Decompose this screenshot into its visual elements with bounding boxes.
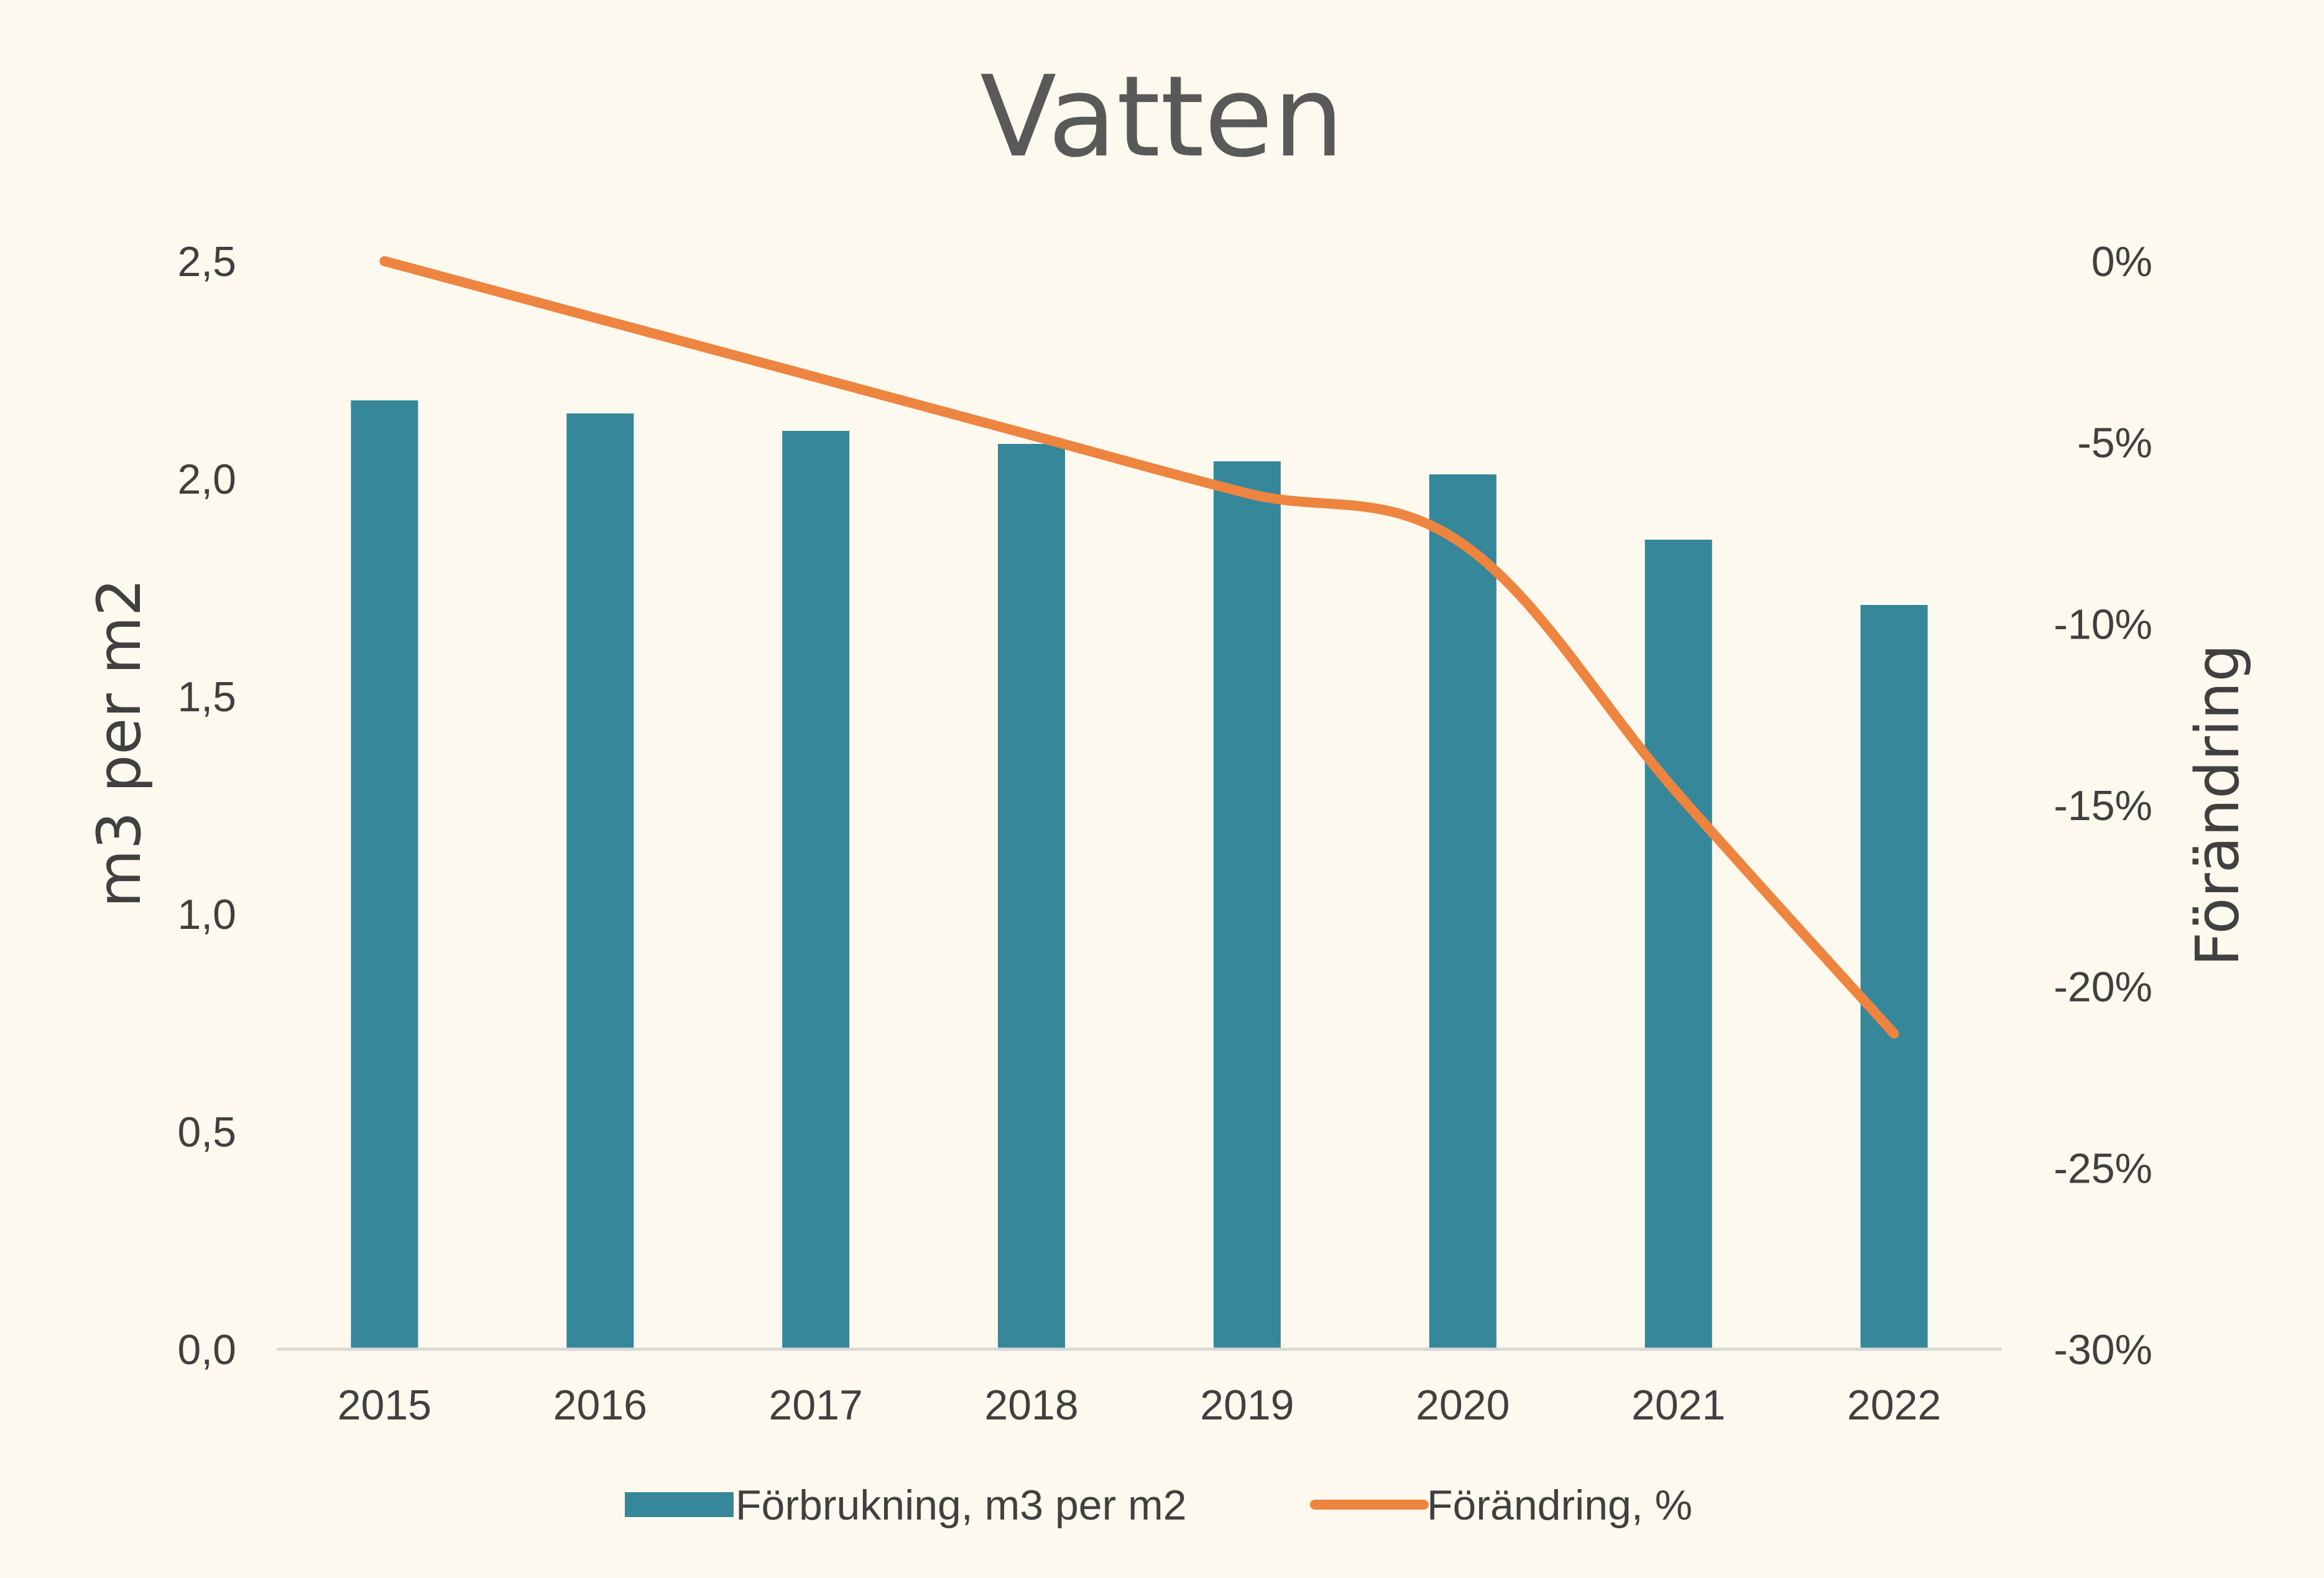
x-tick-label: 2022 bbox=[1847, 1382, 1941, 1429]
y2-tick-label: -25% bbox=[2054, 1145, 2152, 1192]
y-axis-title: m3 per m2 bbox=[85, 578, 154, 908]
bar-2021 bbox=[1644, 540, 1712, 1349]
legend-bar-swatch bbox=[625, 1492, 734, 1517]
x-tick-label: 2021 bbox=[1631, 1382, 1725, 1429]
left-axis-ticks: 0,0 0,5 1,0 1,5 2,0 2,5 bbox=[177, 238, 236, 1373]
y-tick-label: 1,0 bbox=[177, 891, 236, 938]
y2-tick-label: -5% bbox=[2077, 420, 2152, 467]
y2-tick-label: -30% bbox=[2054, 1326, 2152, 1373]
bar-2019 bbox=[1213, 461, 1281, 1349]
right-axis-ticks: -30% -25% -20% -15% -10% -5% 0% bbox=[2054, 238, 2152, 1373]
x-tick-label: 2015 bbox=[338, 1382, 431, 1429]
line-series bbox=[379, 256, 1899, 1039]
x-tick-label: 2020 bbox=[1416, 1382, 1510, 1429]
bar-2017 bbox=[782, 431, 850, 1349]
chart-title: Vatten bbox=[980, 52, 1344, 182]
x-tick-label: 2016 bbox=[553, 1382, 647, 1429]
bar-2016 bbox=[566, 413, 634, 1349]
bar-2015 bbox=[351, 400, 418, 1349]
y2-tick-label: 0% bbox=[2091, 238, 2152, 285]
y-tick-label: 2,0 bbox=[177, 456, 236, 503]
y2-tick-label: -15% bbox=[2054, 782, 2152, 829]
y-tick-label: 0,0 bbox=[177, 1326, 236, 1373]
bar-2020 bbox=[1429, 474, 1496, 1349]
legend-line-label: Förändring, % bbox=[1427, 1482, 1692, 1529]
bar-2022 bbox=[1860, 605, 1928, 1349]
bar-2018 bbox=[998, 444, 1066, 1349]
y2-tick-label: -20% bbox=[2054, 964, 2152, 1011]
x-tick-label: 2018 bbox=[984, 1382, 1078, 1429]
y-tick-label: 2,5 bbox=[177, 238, 236, 285]
legend: Förbrukning, m3 per m2 Förändring, % bbox=[625, 1482, 1692, 1529]
legend-bar-label: Förbrukning, m3 per m2 bbox=[735, 1482, 1187, 1529]
y2-tick-label: -10% bbox=[2054, 601, 2152, 648]
y2-axis-title: Förändring bbox=[2183, 644, 2253, 967]
y-tick-label: 1,5 bbox=[177, 673, 236, 721]
x-tick-label: 2019 bbox=[1200, 1382, 1294, 1429]
bar-series bbox=[351, 400, 1928, 1349]
x-tick-label: 2017 bbox=[769, 1382, 863, 1429]
x-axis-ticks: 2015 2016 2017 2018 2019 2020 2021 2022 bbox=[338, 1382, 1941, 1429]
y-tick-label: 0,5 bbox=[177, 1109, 236, 1156]
